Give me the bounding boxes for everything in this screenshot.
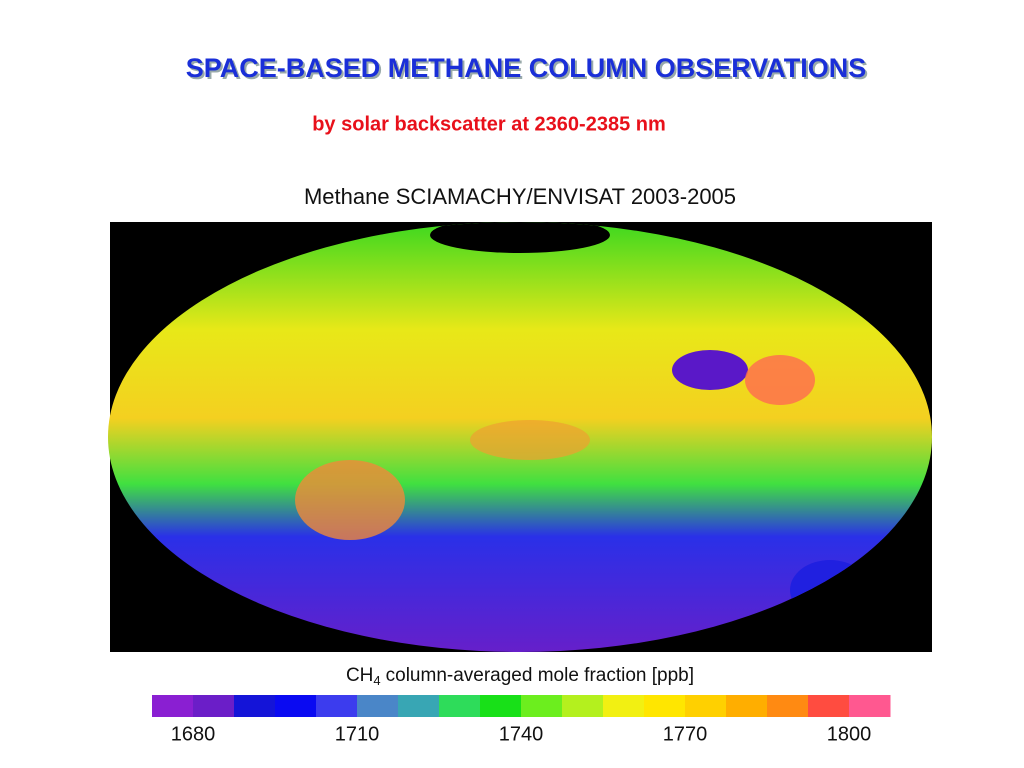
slide-title: SPACE-BASED METHANE COLUMN OBSERVATIONS [186,53,867,83]
map-title: Methane SCIAMACHY/ENVISAT 2003-2005 [304,184,736,209]
colorbar-tick-label: 1800 [827,723,872,745]
colorbar-segment [767,695,809,717]
colorbar-tick-label: 1740 [499,723,544,745]
label-main: CH [346,665,373,686]
colorbar-segment [480,695,522,717]
colorbar-segment [152,695,194,717]
map-field [108,222,932,652]
colorbar-segment [685,695,727,717]
colorbar-tick-label: 1680 [171,723,216,745]
title-shadow: SPACE-BASED METHANE COLUMN OBSERVATIONS [188,55,869,85]
colorbar-segment [562,695,604,717]
colorbar-label: CH4 column-averaged mole fraction [ppb] [346,665,694,688]
colorbar-tick-label: 1770 [663,723,708,745]
region-blob [470,420,590,460]
colorbar-segment [357,695,399,717]
region-blob [745,355,815,405]
region-blob [295,460,405,540]
region-blob [672,350,748,390]
colorbar-tick-label: 1710 [335,723,380,745]
colorbar-segment [316,695,358,717]
colorbar-segment [603,695,645,717]
colorbar-segment [275,695,317,717]
colorbar-segment [644,695,686,717]
label-sub: 4 [373,673,380,688]
colorbar-segment [398,695,440,717]
colorbar-segment [726,695,768,717]
colorbar-segment [439,695,481,717]
slide-subtitle: by solar backscatter at 2360-2385 nm [312,113,666,135]
colorbar-segment [849,695,891,717]
colorbar-segment [234,695,276,717]
polar-gap [430,222,610,253]
colorbar-segment [808,695,850,717]
colorbar: CH4 column-averaged mole fraction [ppb] 1… [152,665,891,745]
label-rest: column-averaged mole fraction [ppb] [386,665,694,686]
colorbar-segment [521,695,563,717]
colorbar-segment [193,695,235,717]
